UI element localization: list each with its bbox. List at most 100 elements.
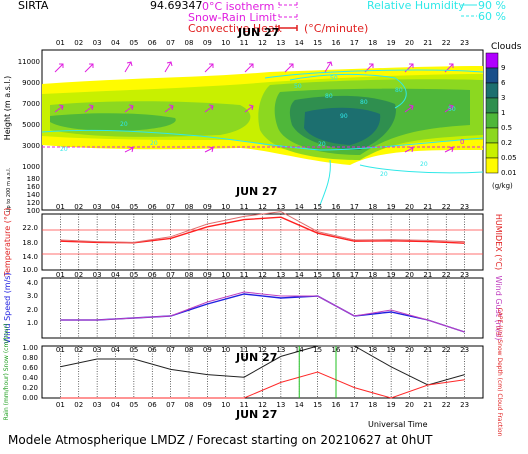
x-tick: 18 xyxy=(368,346,377,354)
colorbar-cell xyxy=(485,127,499,144)
colorbar-title: Clouds xyxy=(491,42,522,52)
y-tick: 100 xyxy=(27,207,40,215)
x-tick: 18 xyxy=(368,39,377,47)
x-tick: 18 xyxy=(368,401,377,409)
x-tick: 17 xyxy=(350,271,359,279)
x-tick: 05 xyxy=(129,346,138,354)
x-tick: 20 xyxy=(405,346,414,354)
wind-arrow xyxy=(444,104,454,113)
x-tick: 12 xyxy=(258,203,267,211)
x-tick: 19 xyxy=(387,401,396,409)
x-tick: 07 xyxy=(166,346,175,354)
x-tick: 10 xyxy=(221,271,230,279)
x-tick: 16 xyxy=(332,203,341,211)
x-tick: 16 xyxy=(332,401,341,409)
series-cape xyxy=(60,371,465,399)
x-tick: 21 xyxy=(423,346,432,354)
x-tick: 21 xyxy=(423,39,432,47)
series-wind-gust xyxy=(60,291,465,333)
colorbar-tick: 0.05 xyxy=(501,154,517,162)
convective-swatch xyxy=(278,25,298,31)
x-tick: 22 xyxy=(442,203,451,211)
contour-label: 50 xyxy=(448,106,456,113)
x-tick: 10 xyxy=(221,401,230,409)
x-tick: 13 xyxy=(276,271,285,279)
x-tick: 01 xyxy=(56,271,65,279)
contour-label: 80 xyxy=(325,93,333,100)
temperature-panel: 22.0 18.0 14.0 10.0 Temperature (°C) HUM… xyxy=(3,207,503,277)
coords-label: 94.69347 xyxy=(150,0,203,12)
wind-arrow xyxy=(204,146,214,153)
cloud-ylabel-lower: Up to 200 m a.s.l. xyxy=(6,167,12,212)
y-tick: 10.0 xyxy=(22,266,38,274)
x-tick: 06 xyxy=(148,203,157,211)
contour-label: 50 xyxy=(294,83,302,90)
x-tick: 03 xyxy=(93,271,102,279)
y-tick: 4.0 xyxy=(27,279,38,287)
x-tick: 03 xyxy=(93,203,102,211)
x-tick: 03 xyxy=(93,39,102,47)
contour-label: 20 xyxy=(420,161,428,168)
y-tick: 11000 xyxy=(18,58,40,66)
x-tick-labels: 01 02 03 04 05 06 07 08 09 10 11 12 13 14 15 16 17 18 19 20… xyxy=(56,39,469,409)
y-tick: 160 xyxy=(27,183,40,191)
colorbar-tick: 9 xyxy=(501,64,505,72)
x-tick: 23 xyxy=(460,401,469,409)
y-tick: 0.60 xyxy=(22,364,38,372)
x-tick: 12 xyxy=(258,39,267,47)
x-tick: 10 xyxy=(221,39,230,47)
x-tick: 06 xyxy=(148,271,157,279)
x-tick: 17 xyxy=(350,346,359,354)
x-tick: 12 xyxy=(258,271,267,279)
x-tick: 18 xyxy=(368,203,377,211)
y-tick: 22.0 xyxy=(22,224,38,232)
x-tick: 23 xyxy=(460,39,469,47)
colorbar-cell xyxy=(485,97,499,114)
x-tick: 14 xyxy=(295,203,304,211)
cloud-layer-0-5-left xyxy=(50,113,176,131)
y-tick: 0.40 xyxy=(22,374,38,382)
rh-60-label: 60 % xyxy=(478,10,506,23)
colorbar-cell xyxy=(485,52,499,69)
x-tick: 07 xyxy=(166,203,175,211)
x-tick: 15 xyxy=(313,401,322,409)
x-tick: 02 xyxy=(74,203,83,211)
x-tick: 05 xyxy=(129,203,138,211)
temperature-reference-lines xyxy=(42,229,483,255)
mid-date-label: JUN 27 xyxy=(235,185,277,198)
rh-contour-50 xyxy=(264,69,484,79)
x-tick: 15 xyxy=(313,271,322,279)
x-tick: 11 xyxy=(240,39,249,47)
wind-arrow xyxy=(324,61,333,73)
x-tick: 19 xyxy=(387,346,396,354)
convective-unit: (°C/minute) xyxy=(304,22,368,35)
legend-swatches xyxy=(278,2,298,31)
colorbar-cell xyxy=(485,67,499,84)
wind-panel: 4.0 3.0 2.0 1.0 Wind Speed (m/s) Wind Gu… xyxy=(3,272,503,343)
x-tick: 08 xyxy=(185,346,194,354)
rh-contour-20 xyxy=(41,129,484,151)
wind-arrow xyxy=(124,146,134,153)
colorbar-tick: 6 xyxy=(501,79,506,87)
cloud-panel: 0 JUN 27 20 20 20 20 50 50 80 80 90 80 5… xyxy=(41,49,484,211)
contour-label: 80 xyxy=(395,87,403,94)
x-tick: 02 xyxy=(74,401,83,409)
colorbar-tick: 0.2 xyxy=(501,139,512,147)
colorbar-ticks: 9 6 3 1 0.5 0.2 0.05 0.01 xyxy=(501,64,517,177)
snow-rain-swatch xyxy=(278,14,298,20)
series-humidex xyxy=(60,211,465,243)
cloud-layer-3 xyxy=(304,107,381,145)
colorbar-tick: 0.01 xyxy=(501,169,517,177)
x-tick: 06 xyxy=(148,346,157,354)
rh-90-label: 90 % xyxy=(478,0,506,12)
x-tick: 09 xyxy=(203,203,212,211)
top-date-label: JUN 27 xyxy=(237,26,279,39)
x-tick: 17 xyxy=(350,203,359,211)
wind-ylabel: Wind Speed (m/s) xyxy=(3,272,12,343)
x-tick: 09 xyxy=(203,346,212,354)
contour-label: 20 xyxy=(120,121,128,128)
wind-grid xyxy=(60,278,465,338)
x-tick: 03 xyxy=(93,401,102,409)
x-tick: 08 xyxy=(185,401,194,409)
